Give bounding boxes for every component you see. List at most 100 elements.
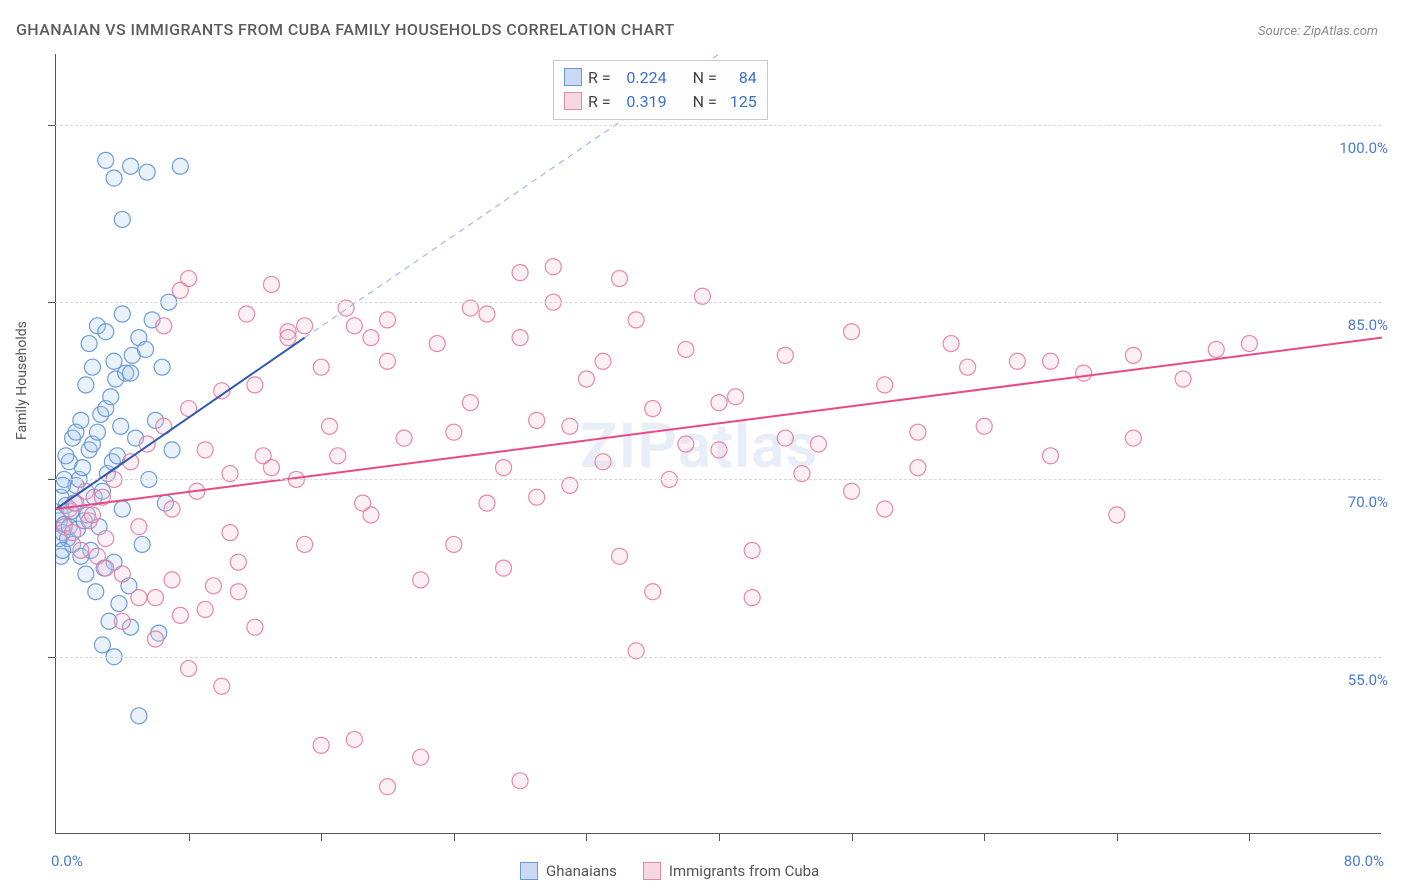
x-tick-mark <box>321 833 322 841</box>
scatter-point <box>98 324 114 340</box>
scatter-point <box>578 371 594 387</box>
x-tick-mark <box>586 833 587 841</box>
scatter-point <box>744 542 760 558</box>
corr-n-value: 84 <box>723 68 757 87</box>
gridline-h <box>55 302 1381 303</box>
scatter-point <box>78 566 94 582</box>
trend-line <box>56 338 1382 509</box>
x-tick-label-max: 80.0% <box>1344 852 1384 870</box>
scatter-point <box>711 442 727 458</box>
scatter-point <box>512 330 528 346</box>
scatter-point <box>1109 507 1125 523</box>
scatter-point <box>645 401 661 417</box>
scatter-point <box>595 454 611 470</box>
scatter-point <box>380 779 396 795</box>
scatter-point <box>380 312 396 328</box>
x-tick-mark <box>719 833 720 841</box>
scatter-point <box>164 442 180 458</box>
scatter-point <box>612 548 628 564</box>
scatter-point <box>84 507 100 523</box>
legend: GhanaiansImmigrants from Cuba <box>520 862 819 880</box>
scatter-point <box>976 418 992 434</box>
scatter-point <box>164 501 180 517</box>
scatter-point <box>728 389 744 405</box>
scatter-point <box>429 336 445 352</box>
scatter-point <box>877 501 893 517</box>
scatter-point <box>346 318 362 334</box>
scatter-point <box>1043 448 1059 464</box>
y-axis-label: Family Households <box>14 321 30 440</box>
scatter-point <box>628 312 644 328</box>
scatter-point <box>239 306 255 322</box>
scatter-point <box>678 341 694 357</box>
scatter-point <box>1125 430 1141 446</box>
gridline-h <box>55 125 1381 126</box>
scatter-point <box>678 436 694 452</box>
scatter-point <box>222 525 238 541</box>
scatter-point <box>1076 365 1092 381</box>
scatter-point <box>1125 347 1141 363</box>
scatter-point <box>363 330 379 346</box>
scatter-svg <box>56 54 1382 834</box>
scatter-point <box>512 265 528 281</box>
scatter-point <box>131 590 147 606</box>
gridline-h <box>55 657 1381 658</box>
scatter-point <box>156 318 172 334</box>
scatter-point <box>114 613 130 629</box>
scatter-point <box>479 495 495 511</box>
corr-r-value: 0.319 <box>617 92 667 111</box>
legend-swatch <box>564 68 582 86</box>
scatter-point <box>910 460 926 476</box>
scatter-point <box>496 460 512 476</box>
scatter-point <box>139 164 155 180</box>
x-tick-mark <box>454 833 455 841</box>
scatter-point <box>413 572 429 588</box>
scatter-point <box>172 607 188 623</box>
scatter-point <box>197 601 213 617</box>
scatter-point <box>446 424 462 440</box>
scatter-point <box>346 731 362 747</box>
scatter-point <box>446 536 462 552</box>
scatter-point <box>297 318 313 334</box>
scatter-point <box>98 560 114 576</box>
scatter-point <box>98 152 114 168</box>
scatter-point <box>230 554 246 570</box>
scatter-point <box>94 637 110 653</box>
scatter-point <box>810 436 826 452</box>
scatter-point <box>1043 353 1059 369</box>
scatter-point <box>68 424 84 440</box>
x-tick-mark <box>984 833 985 841</box>
legend-item: Immigrants from Cuba <box>643 862 819 880</box>
scatter-point <box>1241 336 1257 352</box>
scatter-point <box>111 596 127 612</box>
scatter-point <box>280 330 296 346</box>
scatter-point <box>81 336 97 352</box>
scatter-point <box>214 678 230 694</box>
scatter-point <box>172 158 188 174</box>
scatter-point <box>255 448 271 464</box>
scatter-point <box>777 430 793 446</box>
scatter-point <box>205 578 221 594</box>
scatter-point <box>479 306 495 322</box>
x-tick-mark <box>852 833 853 841</box>
legend-swatch <box>564 92 582 110</box>
scatter-point <box>877 377 893 393</box>
scatter-point <box>113 418 129 434</box>
scatter-point <box>106 353 122 369</box>
x-tick-mark <box>1117 833 1118 841</box>
scatter-point <box>777 347 793 363</box>
x-tick-mark <box>189 833 190 841</box>
chart-title: GHANAIAN VS IMMIGRANTS FROM CUBA FAMILY … <box>16 20 675 39</box>
scatter-point <box>413 749 429 765</box>
gridline-h <box>55 479 1381 480</box>
scatter-point <box>106 170 122 186</box>
scatter-point <box>147 590 163 606</box>
scatter-point <box>73 542 89 558</box>
scatter-point <box>84 359 100 375</box>
scatter-point <box>545 259 561 275</box>
scatter-point <box>910 424 926 440</box>
scatter-point <box>313 359 329 375</box>
scatter-point <box>89 424 105 440</box>
legend-label: Immigrants from Cuba <box>669 862 819 880</box>
corr-row: R =0.224N =84 <box>564 65 757 89</box>
